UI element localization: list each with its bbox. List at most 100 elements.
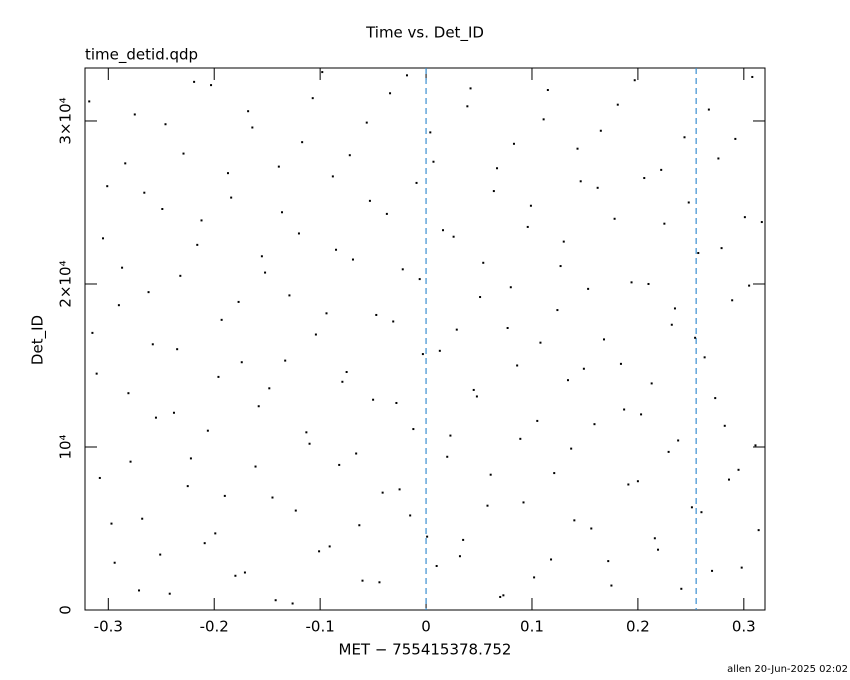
data-point [536, 419, 539, 422]
data-point [559, 265, 562, 268]
data-point [172, 411, 175, 414]
data-point [230, 196, 233, 199]
data-point [257, 405, 260, 408]
data-point [529, 204, 532, 207]
data-point [341, 380, 344, 383]
data-point [657, 548, 660, 551]
data-point [106, 185, 109, 188]
data-point [159, 553, 162, 556]
data-point [381, 491, 384, 494]
data-point [740, 566, 743, 569]
data-point [502, 594, 505, 597]
data-point [731, 299, 734, 302]
data-point [318, 550, 321, 553]
data-point [506, 326, 509, 329]
data-point [466, 105, 469, 108]
data-point [335, 248, 338, 251]
data-point [539, 341, 542, 344]
data-point [243, 571, 246, 574]
data-point [412, 428, 415, 431]
data-point [206, 429, 209, 432]
data-point [168, 592, 171, 595]
data-point [479, 296, 482, 299]
data-point [562, 240, 565, 243]
data-point [446, 455, 449, 458]
data-point [415, 181, 418, 184]
data-point [680, 587, 683, 590]
data-point [375, 313, 378, 316]
data-point [760, 221, 763, 224]
data-point [277, 165, 280, 168]
data-point [345, 371, 348, 374]
data-point [630, 281, 633, 284]
data-point [328, 545, 331, 548]
data-point [616, 103, 619, 106]
data-point [640, 413, 643, 416]
data-point [757, 529, 760, 532]
data-point [613, 217, 616, 220]
data-point [429, 131, 432, 134]
data-point [496, 167, 499, 170]
data-point [281, 211, 284, 214]
data-point [203, 542, 206, 545]
data-point [707, 108, 710, 111]
data-point [247, 110, 250, 113]
data-point [720, 247, 723, 250]
data-point [91, 331, 94, 334]
data-point [117, 304, 120, 307]
data-point [378, 581, 381, 584]
data-point [711, 569, 714, 572]
data-point [636, 480, 639, 483]
data-point [331, 175, 334, 178]
data-point [325, 312, 328, 315]
data-point [358, 524, 361, 527]
data-point [596, 186, 599, 189]
data-point [217, 375, 220, 378]
data-point [182, 152, 185, 155]
data-point [670, 323, 673, 326]
data-point [124, 162, 127, 165]
data-point [553, 472, 556, 475]
y-tick-label: 3×10⁴ [57, 97, 75, 144]
data-point [392, 320, 395, 323]
data-point [210, 84, 213, 87]
data-point [475, 395, 478, 398]
data-point [587, 287, 590, 290]
data-point [677, 439, 680, 442]
data-point [305, 431, 308, 434]
data-point [274, 599, 277, 602]
data-point [398, 488, 401, 491]
data-point [372, 398, 375, 401]
data-point [458, 555, 461, 558]
data-point [590, 527, 593, 530]
data-point [179, 274, 182, 277]
x-tick-label: 0.3 [732, 618, 756, 636]
data-point [650, 382, 653, 385]
data-point [141, 517, 144, 520]
data-point [462, 538, 465, 541]
data-point [196, 243, 199, 246]
data-point [697, 252, 700, 255]
y-tick-label: 10⁴ [57, 434, 75, 459]
data-point [526, 225, 529, 228]
data-point [395, 401, 398, 404]
data-point [727, 478, 730, 481]
data-point [519, 437, 522, 440]
data-point [288, 294, 291, 297]
x-tick-label: 0.1 [520, 618, 544, 636]
x-tick-label: -0.2 [200, 618, 229, 636]
data-point [154, 416, 157, 419]
data-point [127, 392, 130, 395]
data-point [748, 284, 751, 287]
data-point [469, 87, 472, 90]
data-point [405, 74, 408, 77]
data-point [421, 353, 424, 356]
y-axis-label: Det_ID [29, 315, 48, 365]
data-point [751, 75, 754, 78]
data-point [297, 232, 300, 235]
data-point [220, 318, 223, 321]
data-point [189, 457, 192, 460]
